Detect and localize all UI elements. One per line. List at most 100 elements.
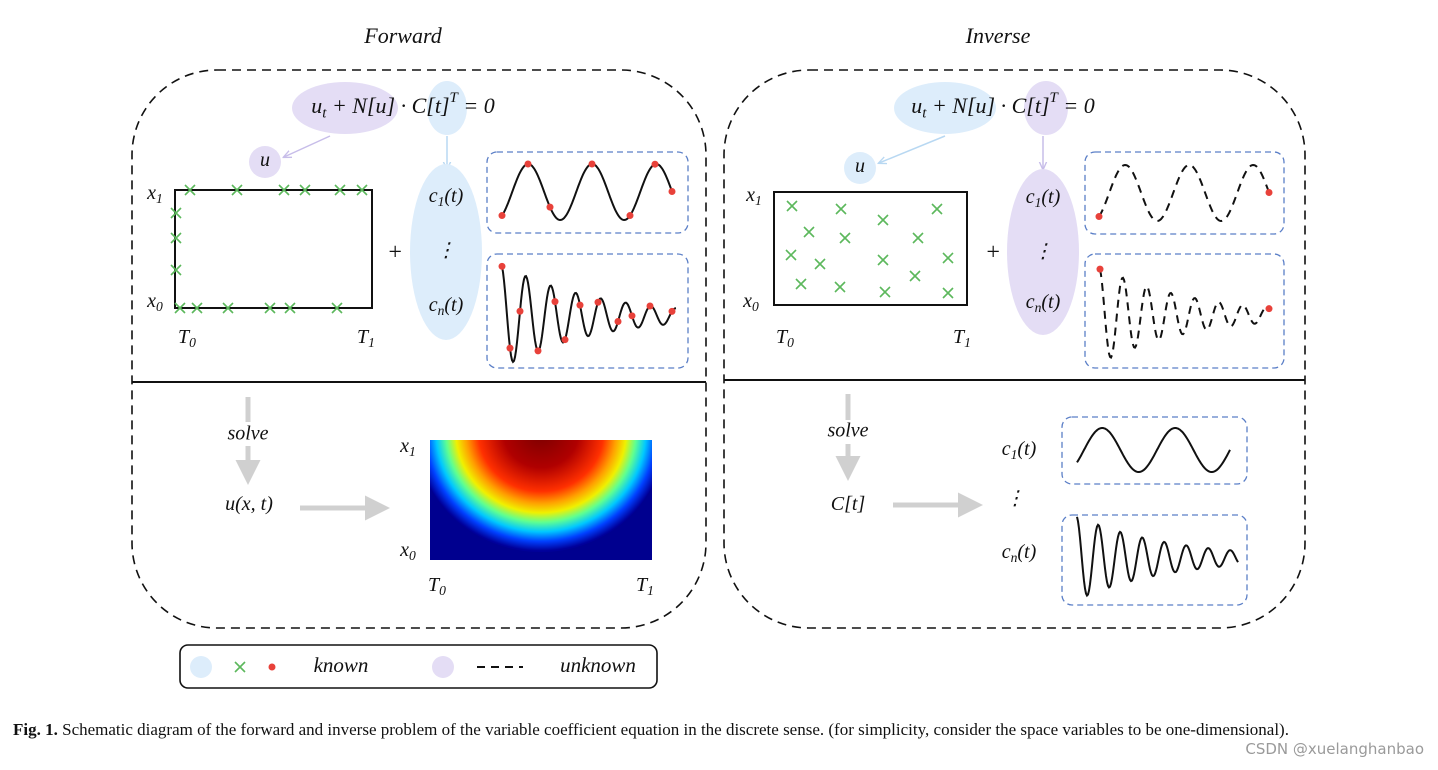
known-point <box>1096 265 1104 273</box>
math-part: 1 <box>647 583 654 598</box>
math-part: c <box>429 185 438 207</box>
math-part: u(x, t) <box>225 493 273 515</box>
math-part: t <box>922 106 927 122</box>
known-cross <box>835 203 847 215</box>
coef-label: cn(t) <box>1026 291 1061 316</box>
field-node <box>249 146 281 178</box>
math-part: n <box>1011 550 1018 565</box>
known-point <box>546 203 554 211</box>
known-cross <box>264 302 276 314</box>
math-part: c <box>429 294 438 316</box>
known-cross <box>785 249 797 261</box>
label-bg <box>218 422 278 446</box>
math-part: + N[u] · C[t] <box>326 93 449 118</box>
math-part: u <box>311 93 322 118</box>
math-part: = 0 <box>458 93 495 118</box>
axis-label: T1 <box>953 326 971 351</box>
caption-label: Fig. 1. <box>13 720 58 739</box>
plus: + <box>985 240 1001 266</box>
math-part: 0 <box>409 548 416 563</box>
legend-known-swatch <box>190 656 212 678</box>
curve-box <box>1084 151 1285 235</box>
known-point <box>524 160 532 168</box>
known-cross <box>909 270 921 282</box>
math-part: 1 <box>368 335 375 350</box>
result-label: u(x, t) <box>225 493 273 515</box>
known-cross <box>912 232 924 244</box>
math-part: u <box>855 155 865 177</box>
axis-label: T0 <box>776 326 794 351</box>
math-part: (t) <box>1041 291 1060 313</box>
known-cross <box>814 258 826 270</box>
math-part: 0 <box>189 335 196 350</box>
coef-label: cn(t) <box>429 294 464 319</box>
known-cross <box>234 661 246 673</box>
math-part: x <box>146 290 156 312</box>
domain <box>174 189 373 309</box>
known-point <box>626 212 634 220</box>
known-point <box>668 307 676 315</box>
math-part: (t) <box>444 185 463 207</box>
curve <box>1098 163 1270 223</box>
known-cross <box>184 184 196 196</box>
known-point <box>614 318 622 326</box>
math-part: t <box>322 106 327 122</box>
math-part: C[t] <box>831 493 865 515</box>
equation: ut + N[u] · C[t]T = 0 <box>911 90 1094 122</box>
math-part: 0 <box>787 335 794 350</box>
math-part: u <box>260 149 270 171</box>
known-point <box>506 344 514 352</box>
curve-box <box>1084 253 1285 369</box>
legend-label: unknown <box>560 653 636 677</box>
known-cross <box>877 254 889 266</box>
field-node <box>844 152 876 184</box>
math-part: (t) <box>1041 186 1060 208</box>
coef-label: cn(t) <box>1002 541 1037 566</box>
math-part: n <box>1035 300 1042 315</box>
caption: Fig. 1. Schematic diagram of the forward… <box>13 719 1425 741</box>
axis-label: x1 <box>399 435 416 460</box>
step-label: solve <box>227 423 268 445</box>
math-part: T <box>953 326 966 348</box>
curve-box <box>1061 416 1248 485</box>
curve-box <box>486 253 689 369</box>
math-part: = 0 <box>1058 93 1095 118</box>
known-highlight <box>894 82 996 134</box>
math-part: 0 <box>439 583 446 598</box>
math-part: x <box>146 182 156 204</box>
domain <box>773 191 968 306</box>
math-part: + N[u] · C[t] <box>926 93 1049 118</box>
axis-label: x0 <box>742 290 759 315</box>
math-part: T <box>178 326 191 348</box>
known-cross <box>942 287 954 299</box>
math-part: c <box>1002 541 1011 563</box>
heatmap-field <box>430 440 652 552</box>
math-part: 0 <box>156 299 163 314</box>
vdots: ⋮ <box>436 240 456 262</box>
known-cross <box>834 281 846 293</box>
label-bg <box>818 420 878 444</box>
known-point <box>498 212 506 220</box>
known-cross <box>356 184 368 196</box>
known-cross <box>795 278 807 290</box>
known-point <box>576 301 584 309</box>
known-point <box>594 298 602 306</box>
panel-frame <box>131 69 707 629</box>
curve <box>1099 268 1271 359</box>
math-part: u <box>911 93 922 118</box>
math-part: T <box>450 90 460 106</box>
coef-label: c1(t) <box>1002 438 1037 463</box>
link-arrow <box>879 135 946 163</box>
field-label: u <box>855 155 865 177</box>
known-highlight <box>427 81 467 135</box>
axis-label: T0 <box>428 574 446 599</box>
coef-label: c1(t) <box>1026 186 1061 211</box>
known-point <box>561 336 569 344</box>
vdots: ⋮ <box>1005 488 1025 510</box>
plus: + <box>387 240 403 266</box>
math-part: 1 <box>1011 447 1018 462</box>
math-part: x <box>399 539 409 561</box>
